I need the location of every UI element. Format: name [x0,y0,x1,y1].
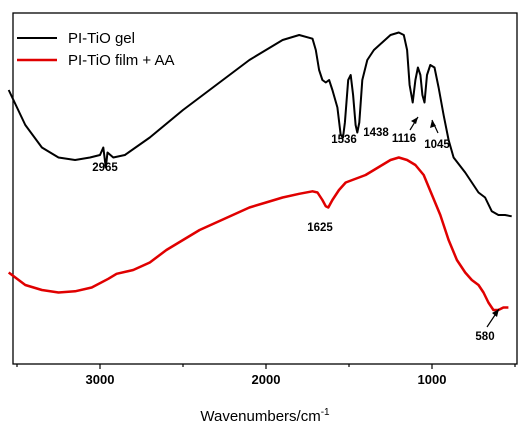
arrowhead-1045 [430,120,436,128]
series-line-pi-tio-gel [7,31,512,218]
x-axis-label-text: Wavenumbers/cm [200,408,320,425]
peak-label-1625: 1625 [307,222,333,234]
legend-label-pi-tio-film-aa: PI-TiO film + AA [68,52,175,69]
annotation-arrows [409,116,500,328]
arrowhead-580 [492,309,499,317]
peak-label-2965: 2965 [92,162,118,174]
peak-label-1536: 1536 [331,134,357,146]
arrowhead-1116 [411,117,418,124]
x-tick-label-2000: 2000 [252,372,281,387]
x-tick-label-1000: 1000 [418,372,447,387]
peak-label-1116: 1116 [392,133,416,145]
legend-label-pi-tio-gel: PI-TiO gel [68,30,135,47]
peak-label-1045: 1045 [424,139,450,151]
x-axis-ticks [16,364,516,369]
legend: PI-TiO gel PI-TiO film + AA [17,30,175,69]
x-axis-label-superscript: -1 [321,407,330,418]
peak-label-1438: 1438 [363,127,389,139]
x-tick-label-3000: 3000 [86,372,115,387]
series-line-pi-tio-film-aa [7,156,509,312]
peak-label-580: 580 [475,331,494,343]
plot-frame [12,12,518,365]
x-axis-label: Wavenumbers/cm-1 [200,407,330,425]
